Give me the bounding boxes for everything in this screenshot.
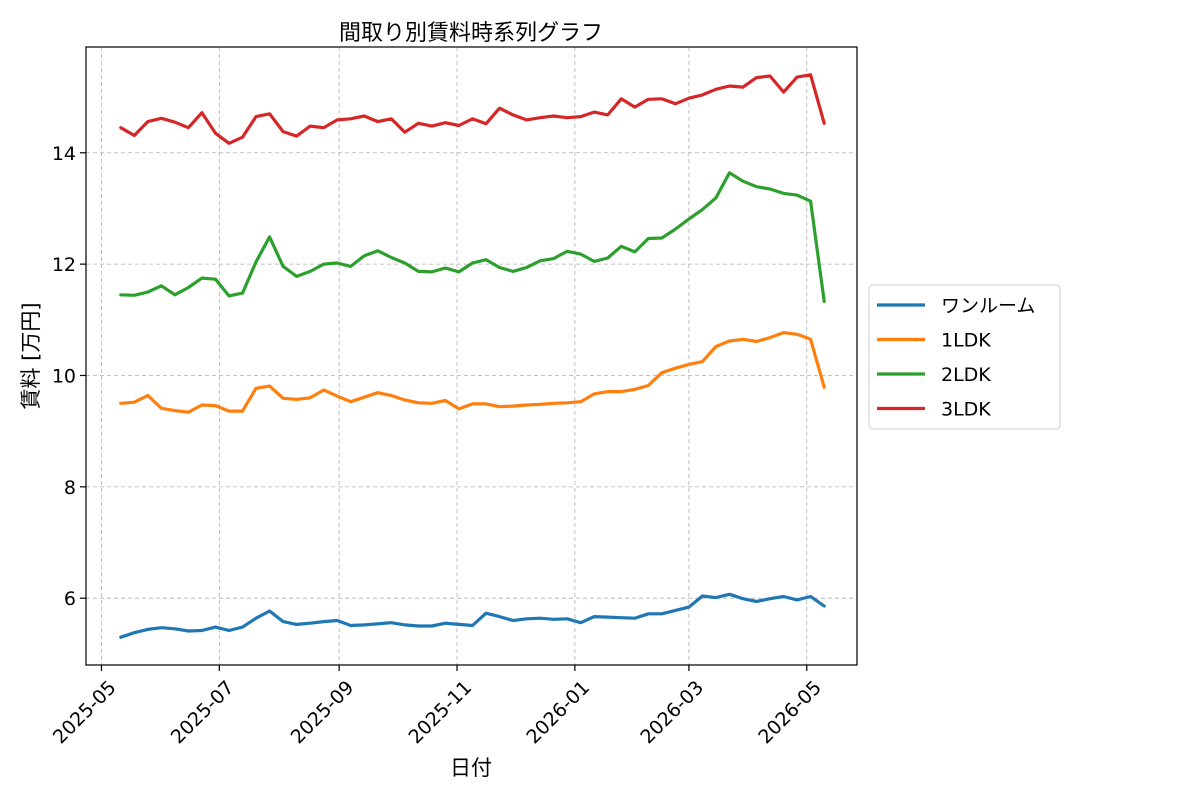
y-axis: 6 8 10 12 14 [52, 143, 86, 610]
x-tick-label: 2025-11 [404, 677, 476, 749]
series-line-2 [119, 171, 826, 303]
x-axis: 2025-05 2025-07 2025-09 2025-11 2026-01 2026-… [49, 665, 826, 748]
legend-label: 3LDK [941, 399, 991, 421]
x-tick-label: 2025-05 [49, 677, 121, 749]
series-line-0 [119, 592, 826, 639]
x-tick-label: 2026-05 [754, 677, 826, 749]
chart-title: 間取り別賃料時系列グラフ [339, 21, 603, 46]
grid [86, 47, 857, 665]
y-tick-label: 14 [52, 143, 76, 165]
series-line-3 [119, 73, 826, 145]
x-tick-label: 2025-09 [287, 677, 359, 749]
x-tick-label: 2026-01 [522, 677, 594, 749]
y-tick-label: 6 [64, 588, 76, 610]
series-line-1 [119, 331, 826, 414]
x-tick-label: 2026-03 [636, 677, 708, 749]
legend: ワンルーム 1LDK 2LDK 3LDK [868, 284, 1061, 430]
y-axis-label: 賃料 [万円] [19, 302, 43, 409]
x-axis-label: 日付 [450, 756, 492, 780]
plot-frame [85, 46, 858, 666]
y-tick-label: 10 [52, 365, 76, 387]
x-tick-label: 2025-07 [167, 677, 239, 749]
y-tick-label: 8 [64, 477, 76, 499]
legend-label: ワンルーム [941, 295, 1035, 317]
legend-label: 1LDK [941, 330, 991, 352]
series-lines [119, 73, 826, 639]
legend-label: 2LDK [941, 364, 991, 386]
legend-box [868, 284, 1061, 430]
y-tick-label: 12 [52, 254, 76, 276]
